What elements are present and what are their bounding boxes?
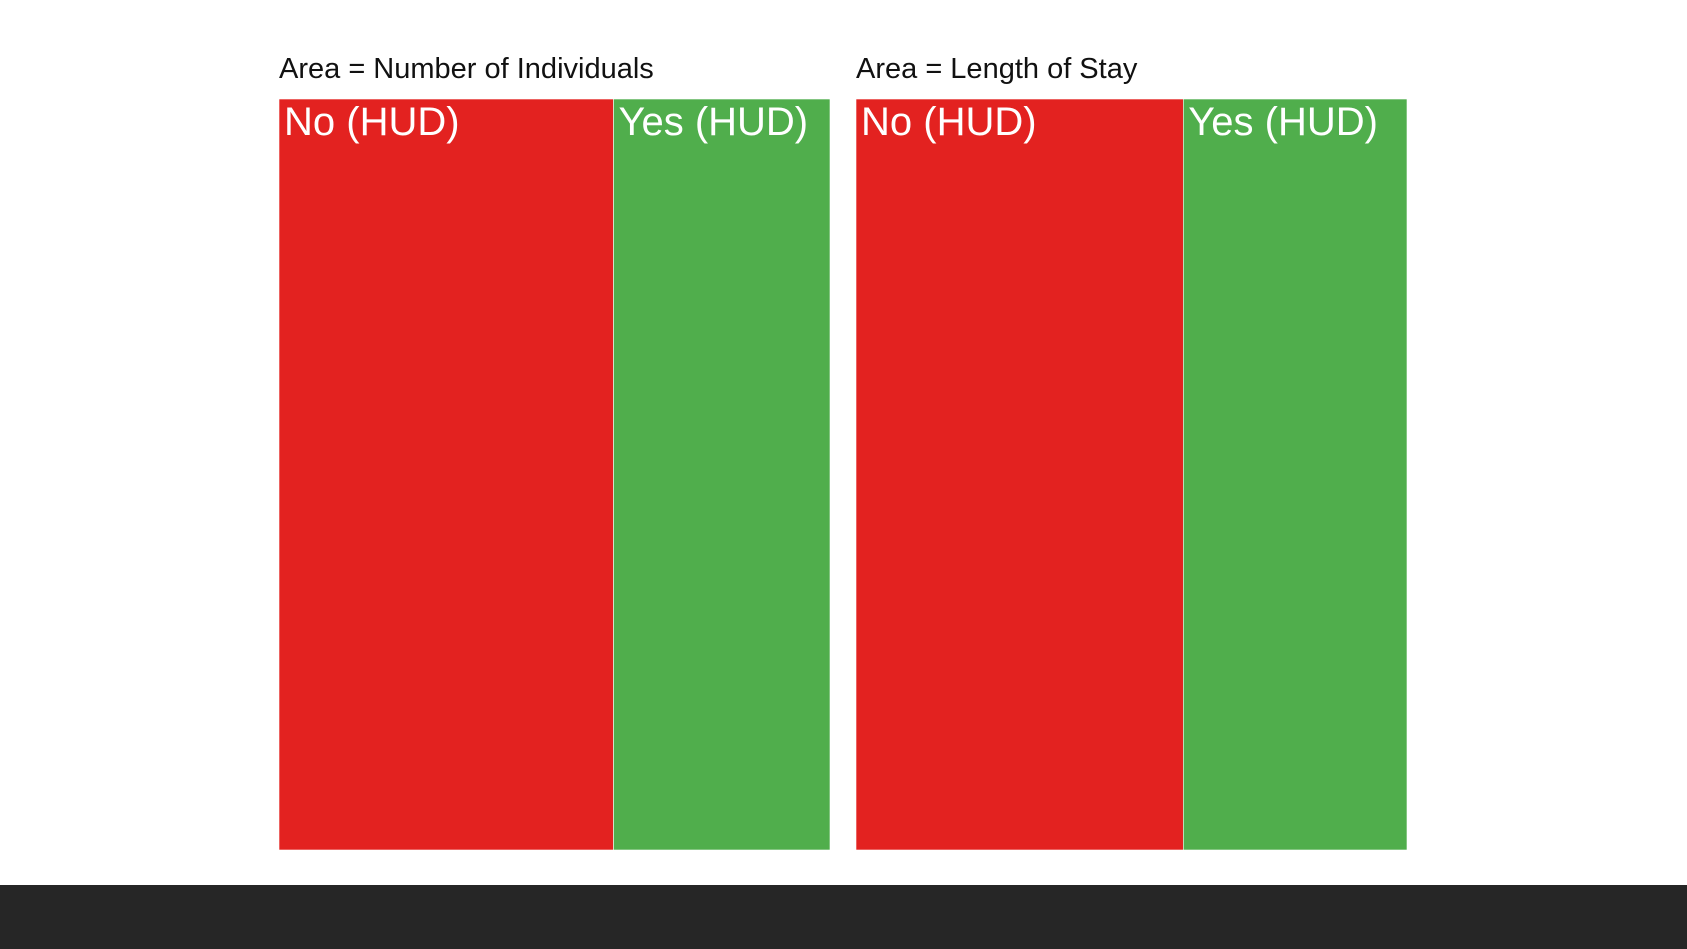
treemap-length-of-stay: No (HUD) Yes (HUD) <box>856 99 1407 850</box>
bottom-bar <box>0 885 1687 949</box>
tile-no-length-of-stay <box>856 99 1184 850</box>
tile-label-no-length-of-stay: No (HUD) <box>861 100 1037 144</box>
tile-label-yes-individuals: Yes (HUD) <box>618 100 808 144</box>
tile-label-yes-length-of-stay: Yes (HUD) <box>1188 100 1378 144</box>
chart-title-length-of-stay: Area = Length of Stay <box>856 53 1138 85</box>
treemap-individuals: No (HUD) Yes (HUD) <box>279 99 830 850</box>
chart-title-individuals: Area = Number of Individuals <box>279 53 654 85</box>
tile-yes-length-of-stay <box>1182 99 1407 850</box>
tile-label-no-individuals: No (HUD) <box>284 100 460 144</box>
tile-no-individuals <box>279 99 614 850</box>
tile-yes-individuals <box>613 99 830 850</box>
